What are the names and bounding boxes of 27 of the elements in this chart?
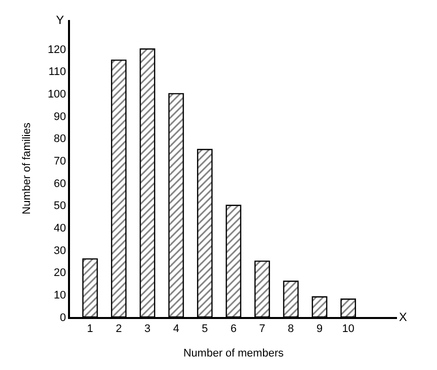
y-tick-label: 40 (54, 222, 66, 235)
x-tick-label: 4 (173, 322, 180, 335)
x-tick-label: 5 (202, 322, 208, 335)
x-tick-label: 10 (342, 322, 354, 335)
y-tick-label: 110 (48, 66, 66, 78)
y-tick-label: 60 (54, 178, 66, 190)
x-tick-label: 1 (87, 322, 94, 335)
text: X (399, 310, 408, 324)
y-tick-label: 50 (54, 200, 66, 212)
y-tick-label: 0 (60, 312, 66, 324)
text: Y (56, 13, 64, 27)
y-tick-label: 20 (54, 267, 66, 280)
x-tick-label: 7 (259, 322, 266, 335)
y-axis-title: Number of families (20, 122, 33, 214)
x-tick-label: 6 (230, 322, 237, 335)
y-tick-label: 120 (48, 44, 66, 56)
x-tick-label: 2 (116, 322, 122, 335)
y-tick-label: 30 (54, 244, 66, 257)
x-tick-label: 8 (288, 322, 294, 335)
y-tick-label: 100 (48, 88, 66, 101)
x-tick-label: 3 (144, 322, 151, 335)
y-tick-label: 10 (54, 290, 66, 302)
x-tick-label: 9 (316, 322, 323, 335)
y-tick-label: 90 (54, 110, 66, 123)
y-tick-label: 70 (54, 156, 66, 168)
y-tick-label: 80 (54, 133, 66, 146)
x-axis-title: Number of members (183, 348, 284, 360)
